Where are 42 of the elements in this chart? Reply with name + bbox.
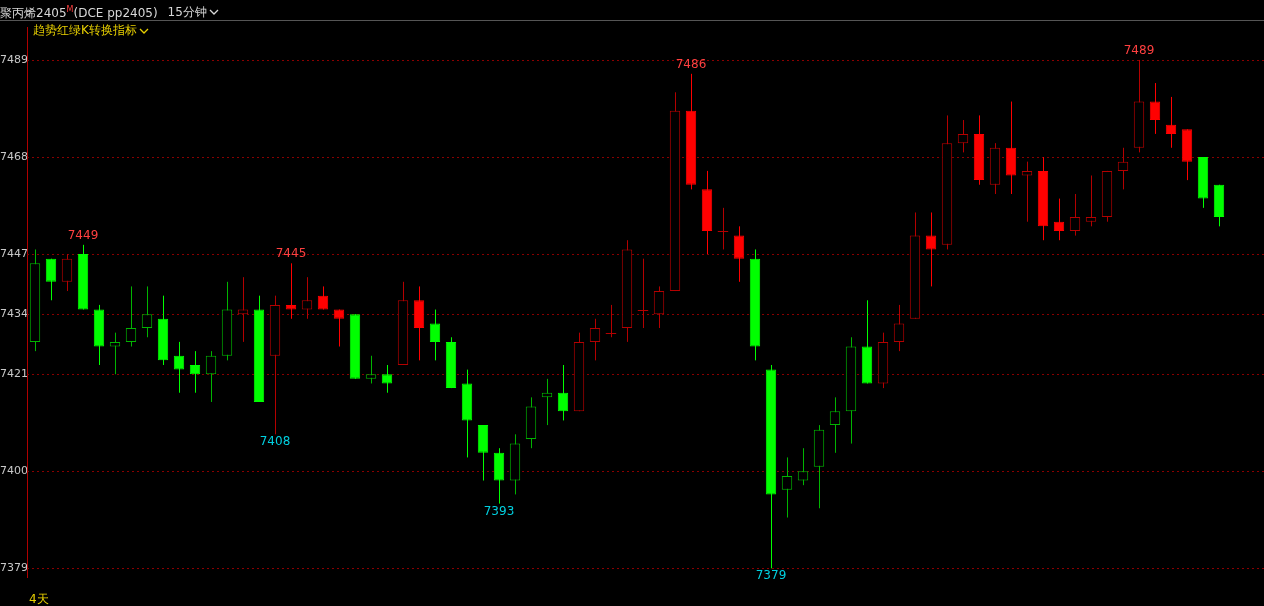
candlestick [365, 355, 377, 384]
candlestick [1053, 198, 1065, 241]
candlestick [189, 350, 201, 394]
candlestick [301, 276, 313, 320]
y-tick-label: 7468 [0, 149, 28, 163]
annotation: 7445 [275, 246, 307, 261]
annotation: 7379 [755, 568, 787, 583]
annotation: 7393 [483, 503, 515, 518]
y-tick-label: 7434 [0, 307, 28, 321]
y-tick-label: 7421 [0, 367, 28, 381]
annotation: 7489 [1123, 43, 1155, 58]
candlestick [45, 258, 57, 301]
y-tick-label: 7447 [0, 246, 28, 260]
candlestick [637, 258, 649, 329]
annotation: 7408 [259, 434, 291, 449]
chart-subtitle: 趋势红绿K转换指标 [33, 23, 137, 37]
candlestick [381, 364, 393, 394]
candlestick [733, 225, 745, 283]
candlestick [109, 332, 121, 375]
candlestick [797, 447, 809, 486]
candlestick [1149, 82, 1161, 135]
candlestick [173, 341, 185, 394]
y-tick-label: 7379 [0, 561, 28, 575]
candlestick [1085, 175, 1097, 227]
candlestick [205, 350, 217, 403]
text: 4天 [29, 591, 49, 606]
candlestick [285, 262, 297, 320]
annotation: 7449 [67, 227, 99, 242]
y-tick-label: 7489 [0, 52, 28, 66]
candlestick [429, 309, 441, 361]
candlestick [605, 304, 617, 338]
candlestick [1165, 96, 1177, 149]
candlestick [893, 304, 905, 352]
candlestick [557, 364, 569, 421]
candlestick [717, 207, 729, 250]
y-tick-label: 7400 [0, 464, 28, 478]
annotation: 7486 [675, 56, 707, 71]
candlestick [61, 253, 73, 292]
candlestick [333, 309, 345, 348]
candlestick [653, 285, 665, 329]
chart-title: 聚丙烯2405$^{M}$(DCE pp2405) [0, 5, 158, 20]
text: 15分钟 [167, 4, 207, 19]
